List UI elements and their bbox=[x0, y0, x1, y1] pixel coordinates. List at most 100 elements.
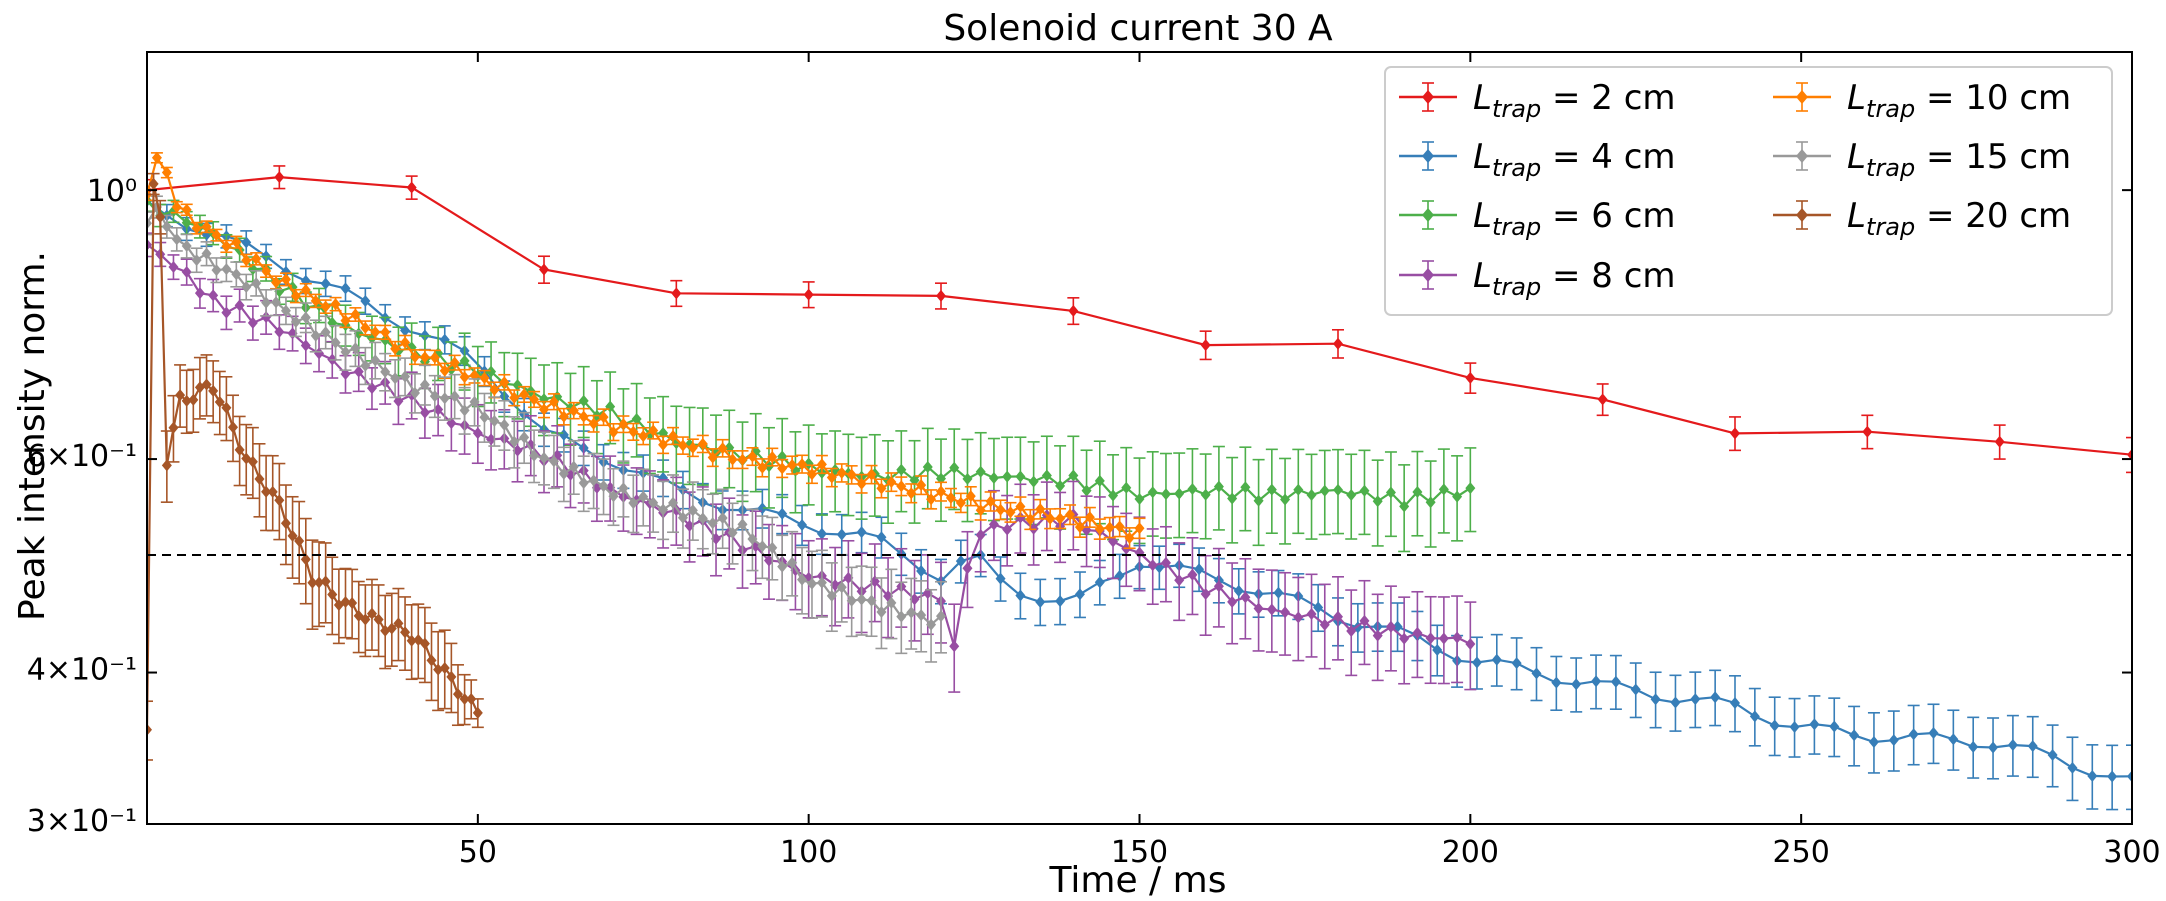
data-point bbox=[717, 442, 728, 455]
data-point bbox=[472, 706, 483, 719]
data-point bbox=[1293, 483, 1304, 496]
data-point bbox=[419, 406, 430, 419]
data-point bbox=[340, 282, 351, 295]
data-point bbox=[856, 477, 867, 490]
legend-label: Ltrap = 6 cm bbox=[1473, 196, 1676, 241]
data-point bbox=[1213, 580, 1224, 593]
data-point bbox=[194, 287, 205, 300]
data-point bbox=[449, 390, 460, 403]
data-point bbox=[201, 378, 212, 391]
data-point bbox=[274, 325, 285, 338]
data-point bbox=[1597, 393, 1608, 406]
data-point bbox=[1015, 511, 1026, 524]
data-point bbox=[866, 468, 877, 481]
data-point bbox=[241, 254, 252, 267]
data-point bbox=[261, 265, 272, 278]
data-point bbox=[1888, 734, 1899, 747]
data-point bbox=[512, 444, 523, 457]
data-point bbox=[1055, 512, 1066, 525]
data-point bbox=[1094, 576, 1105, 589]
data-point bbox=[916, 479, 927, 492]
data-point bbox=[677, 511, 688, 524]
data-point bbox=[251, 277, 262, 290]
data-point bbox=[409, 386, 420, 399]
data-point bbox=[320, 277, 331, 290]
data-point bbox=[386, 622, 397, 635]
series-1 bbox=[147, 165, 2132, 474]
data-point bbox=[803, 457, 814, 470]
data-point bbox=[439, 661, 450, 674]
data-point bbox=[816, 527, 827, 540]
data-point bbox=[1273, 586, 1284, 599]
data-point bbox=[1160, 488, 1171, 501]
data-point bbox=[366, 607, 377, 620]
data-point bbox=[843, 571, 854, 584]
data-point bbox=[707, 517, 718, 530]
data-point bbox=[274, 494, 285, 507]
data-point bbox=[406, 181, 417, 194]
data-point bbox=[836, 528, 847, 541]
data-point bbox=[1028, 475, 1039, 488]
data-point bbox=[1240, 591, 1251, 604]
plot-frame bbox=[146, 51, 2133, 825]
data-point bbox=[558, 410, 569, 423]
data-point bbox=[737, 453, 748, 466]
data-point bbox=[241, 280, 252, 293]
data-point bbox=[188, 393, 199, 406]
x-tick-label: 50 bbox=[459, 835, 497, 870]
data-point bbox=[1749, 710, 1760, 723]
data-point bbox=[797, 519, 808, 532]
x-tick-label: 300 bbox=[2103, 835, 2160, 870]
data-point bbox=[846, 594, 857, 607]
data-point bbox=[697, 437, 708, 450]
data-point bbox=[2067, 761, 2078, 774]
data-point bbox=[1438, 632, 1449, 645]
data-point bbox=[287, 529, 298, 542]
data-point bbox=[350, 308, 361, 321]
data-point bbox=[916, 564, 927, 577]
data-point bbox=[1372, 629, 1383, 642]
series-6 bbox=[147, 195, 947, 663]
data-point bbox=[1015, 589, 1026, 602]
data-point bbox=[406, 634, 417, 647]
data-point bbox=[211, 264, 222, 277]
data-point bbox=[274, 171, 285, 184]
data-point bbox=[330, 336, 341, 349]
data-point bbox=[290, 290, 301, 303]
series-line bbox=[147, 175, 2132, 456]
data-point bbox=[797, 458, 808, 471]
data-point bbox=[916, 609, 927, 622]
data-point bbox=[876, 531, 887, 544]
data-point bbox=[826, 589, 837, 602]
data-point bbox=[1346, 625, 1357, 638]
data-point bbox=[1293, 611, 1304, 624]
data-point bbox=[525, 438, 536, 451]
legend-item: Ltrap = 20 cm bbox=[1773, 196, 2071, 241]
data-point bbox=[340, 595, 351, 608]
data-point bbox=[876, 606, 887, 619]
data-point bbox=[1124, 531, 1135, 544]
data-point bbox=[208, 384, 219, 397]
data-point bbox=[433, 663, 444, 676]
data-point bbox=[697, 512, 708, 525]
data-point bbox=[1280, 493, 1291, 506]
data-point bbox=[1829, 720, 1840, 733]
data-point bbox=[1730, 697, 1740, 710]
data-point bbox=[459, 693, 470, 706]
data-point bbox=[975, 529, 986, 542]
data-point bbox=[181, 265, 192, 278]
data-point bbox=[310, 294, 321, 307]
data-point bbox=[763, 554, 774, 567]
data-point bbox=[1333, 610, 1343, 623]
data-point bbox=[519, 388, 530, 401]
data-point bbox=[1511, 657, 1522, 670]
data-point bbox=[1359, 484, 1370, 497]
data-point bbox=[1968, 740, 1979, 753]
data-point bbox=[148, 177, 159, 190]
data-point bbox=[803, 288, 814, 301]
data-point bbox=[314, 347, 325, 360]
data-point bbox=[1319, 484, 1330, 497]
data-point bbox=[400, 626, 411, 639]
data-point bbox=[1174, 574, 1185, 587]
data-point bbox=[588, 417, 599, 430]
